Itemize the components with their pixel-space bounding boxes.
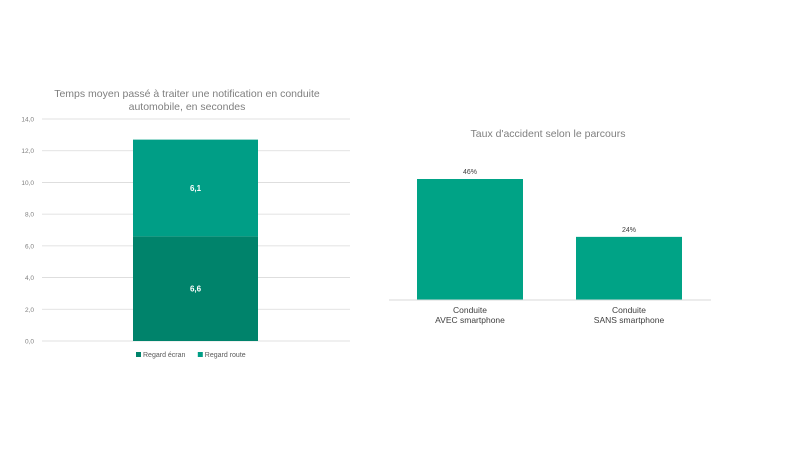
chart2-category-label: AVEC smartphone — [435, 315, 505, 325]
chart1-legend-label: Regard écran — [143, 352, 186, 359]
chart1-y-tick-label: 14,0 — [21, 117, 34, 124]
chart1-y-tick-label: 6,0 — [25, 243, 34, 250]
stacked-bar-chart: Temps moyen passé à traiter une notifica… — [21, 88, 350, 359]
chart1-title-line-1: Temps moyen passé à traiter une notifica… — [54, 88, 320, 100]
chart2-bars — [417, 179, 682, 300]
chart1-bars — [133, 139, 258, 341]
chart2-title: Taux d'accident selon le parcours — [471, 128, 626, 140]
chart1-bar-segment — [133, 236, 258, 341]
chart1-title-line-2: automobile, en secondes — [129, 101, 246, 113]
chart2-category-label: SANS smartphone — [594, 315, 665, 325]
chart1-y-tick-label: 2,0 — [25, 307, 34, 314]
chart1-legend: Regard écran Regard route — [136, 352, 246, 359]
chart1-legend-swatch — [136, 352, 141, 357]
chart1-data-labels: 6,6 6,1 — [190, 184, 202, 294]
accident-bar-chart: Taux d'accident selon le parcours 46% 24%… — [389, 128, 711, 325]
chart1-y-tick-label: 12,0 — [21, 148, 34, 155]
chart1-y-tick-label: 4,0 — [25, 275, 34, 282]
chart1-y-tick-label: 0,0 — [25, 339, 34, 346]
chart2-data-label: 24% — [622, 227, 636, 234]
chart2-category-label: Conduite — [453, 305, 487, 315]
chart2-category-label: Conduite — [612, 305, 646, 315]
chart2-data-labels: 46% 24% — [463, 169, 636, 234]
chart2-bar — [576, 236, 682, 300]
chart1-legend-swatch — [197, 352, 203, 357]
chart1-y-tick-label: 10,0 — [21, 180, 34, 187]
chart1-y-ticks: 0,0 2,0 4,0 6,0 8,0 10,0 12,0 14,0 — [21, 117, 34, 346]
chart1-bar-segment — [133, 139, 258, 237]
chart2-data-label: 46% — [463, 169, 477, 176]
chart2-bar — [417, 179, 523, 300]
chart1-data-label: 6,1 — [190, 184, 202, 193]
chart1-y-tick-label: 8,0 — [25, 212, 34, 219]
chart1-data-label: 6,6 — [190, 285, 202, 294]
chart1-legend-label: Regard route — [205, 352, 246, 359]
